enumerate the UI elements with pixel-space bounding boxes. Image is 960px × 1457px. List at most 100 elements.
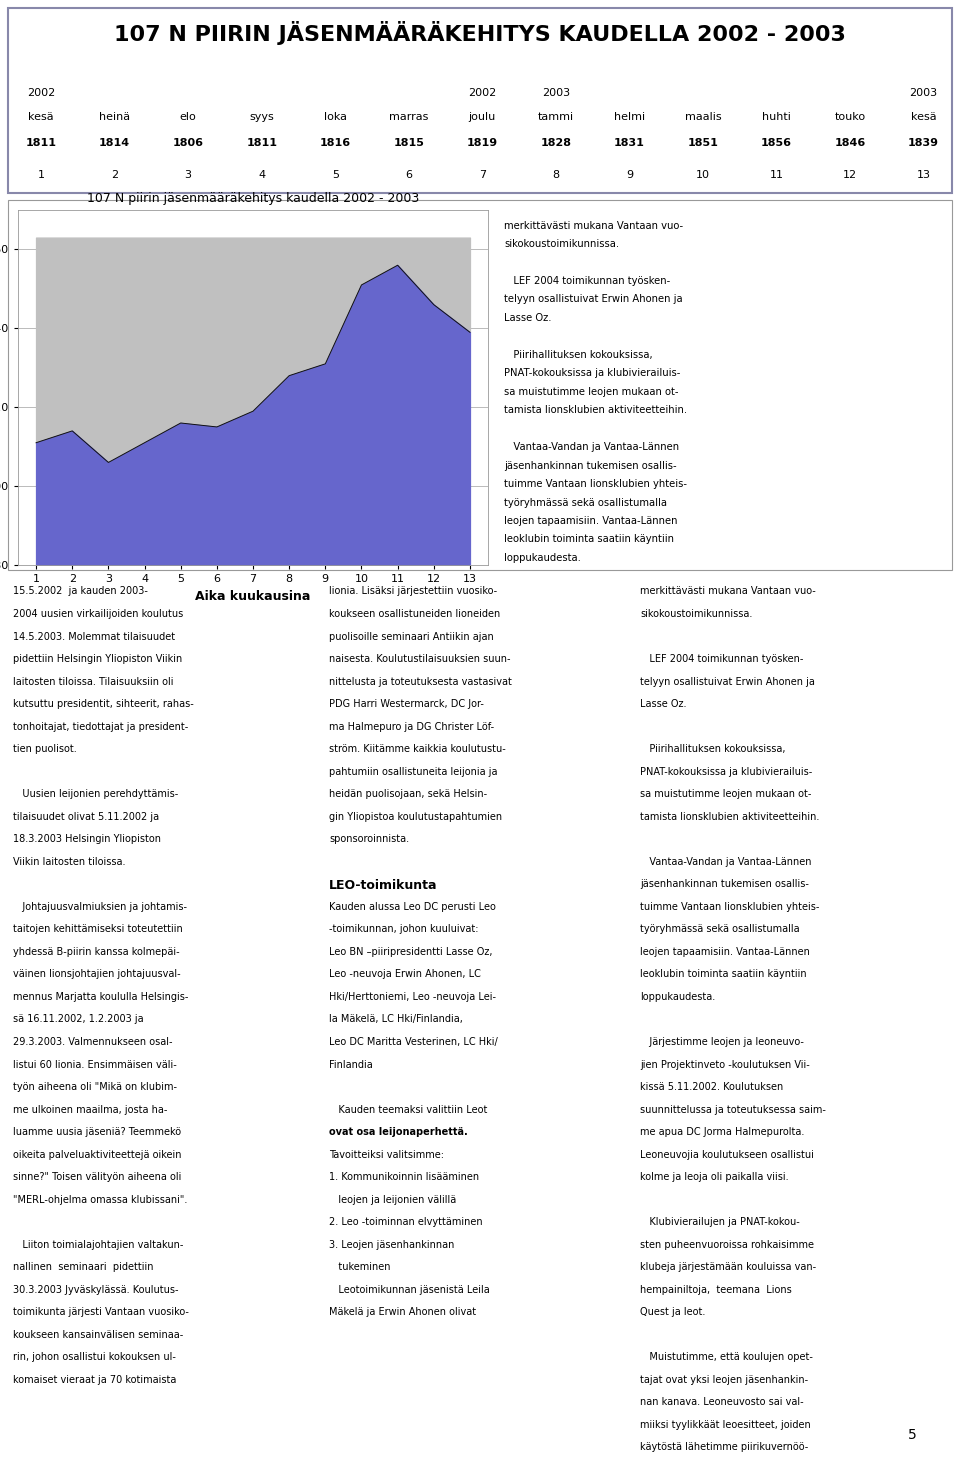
Text: klubeja järjestämään kouluissa van-: klubeja järjestämään kouluissa van- (640, 1262, 817, 1272)
Text: Lasse Oz.: Lasse Oz. (640, 699, 687, 710)
Text: loppukaudesta.: loppukaudesta. (505, 552, 582, 562)
Text: komaiset vieraat ja 70 kotimaista: komaiset vieraat ja 70 kotimaista (12, 1375, 176, 1384)
Text: tuimme Vantaan lionsklubien yhteis-: tuimme Vantaan lionsklubien yhteis- (640, 902, 820, 912)
Text: suunnittelussa ja toteutuksessa saim-: suunnittelussa ja toteutuksessa saim- (640, 1104, 827, 1115)
Text: 15.5.2002  ja kauden 2003-: 15.5.2002 ja kauden 2003- (12, 587, 148, 596)
Text: huhti: huhti (762, 112, 791, 122)
Text: PNAT-kokouksissa ja klubivierailuis-: PNAT-kokouksissa ja klubivierailuis- (505, 369, 681, 379)
Text: marras: marras (389, 112, 428, 122)
Text: 1819: 1819 (467, 138, 498, 149)
Text: Tavoitteiksi valitsimme:: Tavoitteiksi valitsimme: (329, 1150, 444, 1160)
Text: 11: 11 (770, 169, 783, 179)
Text: jien Projektinveto -koulutuksen Vii-: jien Projektinveto -koulutuksen Vii- (640, 1059, 810, 1069)
Text: 2002: 2002 (27, 87, 55, 98)
Text: tien puolisot.: tien puolisot. (12, 745, 77, 755)
Text: gin Yliopistoa koulutustapahtumien: gin Yliopistoa koulutustapahtumien (329, 812, 502, 822)
Text: 1811: 1811 (246, 138, 277, 149)
Text: väinen lionsjohtajien johtajuusval-: väinen lionsjohtajien johtajuusval- (12, 969, 180, 979)
Text: hempainiltoja,  teemana  Lions: hempainiltoja, teemana Lions (640, 1285, 792, 1295)
Text: työn aiheena oli "Mikä on klubim-: työn aiheena oli "Mikä on klubim- (12, 1083, 177, 1093)
Text: me ulkoinen maailma, josta ha-: me ulkoinen maailma, josta ha- (12, 1104, 167, 1115)
Text: 18.3.2003 Helsingin Yliopiston: 18.3.2003 Helsingin Yliopiston (12, 835, 160, 844)
Text: Järjestimme leojen ja leoneuvo-: Järjestimme leojen ja leoneuvo- (640, 1037, 804, 1048)
Text: työryhmässä sekä osallistumalla: työryhmässä sekä osallistumalla (640, 924, 800, 934)
Text: sinne?" Toisen välityön aiheena oli: sinne?" Toisen välityön aiheena oli (12, 1171, 181, 1182)
Text: elo: elo (180, 112, 197, 122)
Text: 2: 2 (111, 169, 118, 179)
Text: 1814: 1814 (99, 138, 131, 149)
Text: Viikin laitosten tiloissa.: Viikin laitosten tiloissa. (12, 857, 125, 867)
Text: joulu: joulu (468, 112, 496, 122)
Text: tilaisuudet olivat 5.11.2002 ja: tilaisuudet olivat 5.11.2002 ja (12, 812, 158, 822)
Text: LEF 2004 toimikunnan työsken-: LEF 2004 toimikunnan työsken- (640, 654, 804, 664)
Text: 1828: 1828 (540, 138, 571, 149)
Text: Johtajuusvalmiuksien ja johtamis-: Johtajuusvalmiuksien ja johtamis- (12, 902, 186, 912)
Text: 7: 7 (479, 169, 486, 179)
Text: 2. Leo -toiminnan elvyttäminen: 2. Leo -toiminnan elvyttäminen (329, 1217, 483, 1227)
Text: tuimme Vantaan lionsklubien yhteis-: tuimme Vantaan lionsklubien yhteis- (505, 479, 687, 490)
Text: 29.3.2003. Valmennukseen osal-: 29.3.2003. Valmennukseen osal- (12, 1037, 172, 1048)
Text: 1. Kommunikoinnin lisääminen: 1. Kommunikoinnin lisääminen (329, 1171, 479, 1182)
Text: mennus Marjatta koululla Helsingis-: mennus Marjatta koululla Helsingis- (12, 992, 188, 1002)
Text: miiksi tyylikkäät leoesitteet, joiden: miiksi tyylikkäät leoesitteet, joiden (640, 1421, 811, 1429)
Text: Piirihallituksen kokouksissa,: Piirihallituksen kokouksissa, (640, 745, 786, 755)
Text: tamista lionsklubien aktiviteetteihin.: tamista lionsklubien aktiviteetteihin. (640, 812, 820, 822)
Text: tajat ovat yksi leojen jäsenhankin-: tajat ovat yksi leojen jäsenhankin- (640, 1375, 808, 1384)
Text: leojen tapaamisiin. Vantaa-Lännen: leojen tapaamisiin. Vantaa-Lännen (640, 947, 810, 957)
Text: Klubivierailujen ja PNAT-kokou-: Klubivierailujen ja PNAT-kokou- (640, 1217, 801, 1227)
Text: taitojen kehittämiseksi toteutettiin: taitojen kehittämiseksi toteutettiin (12, 924, 182, 934)
Text: kutsuttu presidentit, sihteerit, rahas-: kutsuttu presidentit, sihteerit, rahas- (12, 699, 194, 710)
Text: 1851: 1851 (687, 138, 718, 149)
Text: nallinen  seminaari  pidettiin: nallinen seminaari pidettiin (12, 1262, 154, 1272)
Text: listui 60 lionia. Ensimmäisen väli-: listui 60 lionia. Ensimmäisen väli- (12, 1059, 177, 1069)
Text: loppukaudesta.: loppukaudesta. (640, 992, 716, 1002)
Text: 1806: 1806 (173, 138, 204, 149)
Text: Liiton toimialajohtajien valtakun-: Liiton toimialajohtajien valtakun- (12, 1240, 183, 1250)
Text: toimikunta järjesti Vantaan vuosiko-: toimikunta järjesti Vantaan vuosiko- (12, 1307, 188, 1317)
Text: Lasse Oz.: Lasse Oz. (505, 313, 552, 323)
Text: 5: 5 (332, 169, 339, 179)
Text: 1815: 1815 (394, 138, 424, 149)
Text: Vantaa-Vandan ja Vantaa-Lännen: Vantaa-Vandan ja Vantaa-Lännen (505, 441, 680, 452)
Text: leoklubin toiminta saatiin käyntiin: leoklubin toiminta saatiin käyntiin (640, 969, 807, 979)
Text: 2003: 2003 (910, 87, 938, 98)
Text: sikokoustoimikunnissa.: sikokoustoimikunnissa. (640, 609, 753, 619)
Text: telyyn osallistuivat Erwin Ahonen ja: telyyn osallistuivat Erwin Ahonen ja (505, 294, 684, 305)
Text: Mäkelä ja Erwin Ahonen olivat: Mäkelä ja Erwin Ahonen olivat (329, 1307, 476, 1317)
Text: -toimikunnan, johon kuuluivat:: -toimikunnan, johon kuuluivat: (329, 924, 478, 934)
Text: Hki/Herttoniemi, Leo -neuvoja Lei-: Hki/Herttoniemi, Leo -neuvoja Lei- (329, 992, 496, 1002)
Text: 107 N PIIRIN JÄSENMÄÄRÄKEHITYS KAUDELLA 2002 - 2003: 107 N PIIRIN JÄSENMÄÄRÄKEHITYS KAUDELLA … (114, 20, 846, 45)
Text: ma Halmepuro ja DG Christer Löf-: ma Halmepuro ja DG Christer Löf- (329, 721, 494, 731)
Text: 1846: 1846 (834, 138, 866, 149)
Text: 3: 3 (184, 169, 192, 179)
Text: 10: 10 (696, 169, 710, 179)
Text: 13: 13 (917, 169, 930, 179)
Text: 12: 12 (843, 169, 857, 179)
Text: sä 16.11.2002, 1.2.2003 ja: sä 16.11.2002, 1.2.2003 ja (12, 1014, 143, 1024)
Text: Piirihallituksen kokouksissa,: Piirihallituksen kokouksissa, (505, 350, 653, 360)
Text: jäsenhankinnan tukemisen osallis-: jäsenhankinnan tukemisen osallis- (505, 460, 677, 471)
Text: 2004 uusien virkailijoiden koulutus: 2004 uusien virkailijoiden koulutus (12, 609, 183, 619)
Text: Leotoimikunnan jäsenistä Leila: Leotoimikunnan jäsenistä Leila (329, 1285, 490, 1295)
Text: tamista lionsklubien aktiviteetteihin.: tamista lionsklubien aktiviteetteihin. (505, 405, 687, 415)
Text: 3. Leojen jäsenhankinnan: 3. Leojen jäsenhankinnan (329, 1240, 454, 1250)
Text: maalis: maalis (684, 112, 721, 122)
Text: Kauden alussa Leo DC perusti Leo: Kauden alussa Leo DC perusti Leo (329, 902, 495, 912)
Text: "MERL-ohjelma omassa klubissani".: "MERL-ohjelma omassa klubissani". (12, 1195, 187, 1205)
Text: Vantaa-Vandan ja Vantaa-Lännen: Vantaa-Vandan ja Vantaa-Lännen (640, 857, 812, 867)
Text: naisesta. Koulutustilaisuuksien suun-: naisesta. Koulutustilaisuuksien suun- (329, 654, 511, 664)
Text: Uusien leijonien perehdyttämis-: Uusien leijonien perehdyttämis- (12, 790, 178, 800)
Text: Finlandia: Finlandia (329, 1059, 372, 1069)
Text: kesä: kesä (911, 112, 937, 122)
Text: koukseen osallistuneiden lioneiden: koukseen osallistuneiden lioneiden (329, 609, 500, 619)
Text: sa muistutimme leojen mukaan ot-: sa muistutimme leojen mukaan ot- (640, 790, 812, 800)
Text: Leo BN –piiripresidentti Lasse Oz,: Leo BN –piiripresidentti Lasse Oz, (329, 947, 492, 957)
Text: sponsoroinnista.: sponsoroinnista. (329, 835, 409, 844)
Text: merkittävästi mukana Vantaan vuo-: merkittävästi mukana Vantaan vuo- (505, 220, 684, 230)
Text: 4: 4 (258, 169, 265, 179)
Text: Leo -neuvoja Erwin Ahonen, LC: Leo -neuvoja Erwin Ahonen, LC (329, 969, 481, 979)
Text: Leo DC Maritta Vesterinen, LC Hki/: Leo DC Maritta Vesterinen, LC Hki/ (329, 1037, 497, 1048)
Text: leojen tapaamisiin. Vantaa-Lännen: leojen tapaamisiin. Vantaa-Lännen (505, 516, 678, 526)
Text: 2002: 2002 (468, 87, 496, 98)
Text: rin, johon osallistui kokouksen ul-: rin, johon osallistui kokouksen ul- (12, 1352, 176, 1362)
